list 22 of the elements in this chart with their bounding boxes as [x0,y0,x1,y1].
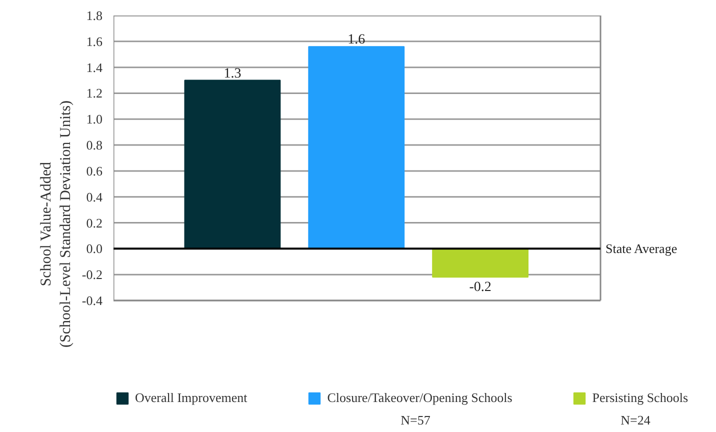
legend-label: Persisting Schools [592,390,688,406]
y-tick-label: 1.4 [86,60,103,75]
data-label: -0.2 [469,280,492,296]
y-tick-label: 1.2 [86,86,102,101]
y-tick-label: 1.0 [86,112,102,127]
legend-label: Overall Improvement [135,390,248,406]
y-tick-label: 1.8 [86,8,102,23]
y-tick-label: 0.4 [86,189,103,204]
y-tick-label: -0.4 [82,293,103,308]
ref-line-label: State Average [606,241,678,256]
y-axis-title: School Value-Added (School-Level Standard Deviation Units) [38,100,74,348]
data-label: 1.3 [224,66,242,82]
y-tick-label: 0.0 [86,241,102,256]
data-label: 1.6 [348,32,366,48]
text: N=57 [400,412,431,428]
legend-label: Closure/Takeover/Opening Schools [327,390,512,406]
y-tick-label: 1.6 [86,34,103,49]
y-tick-label: -0.2 [82,267,103,282]
y-tick-label: 0.6 [86,163,103,178]
y-tick-label: 0.8 [86,138,102,153]
text: N=24 [620,412,651,428]
y-tick-label: 0.2 [86,215,102,230]
